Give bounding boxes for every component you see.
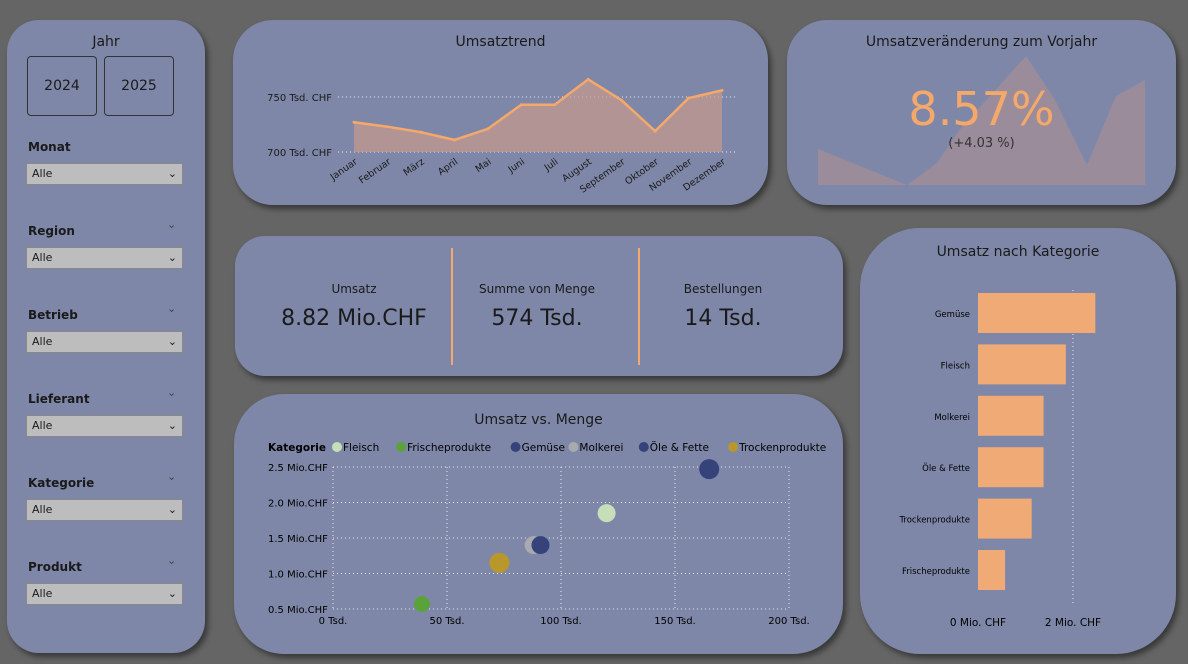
slicer-dropdown[interactable]: Alle ⌄	[26, 163, 183, 185]
kpi-label: Summe von Menge	[478, 282, 595, 296]
chevron-down-icon: ⌄	[167, 587, 177, 600]
kpi-value: 14 Tsd.	[684, 306, 762, 331]
kpi-menge: Summe von Menge 574 Tsd.	[437, 282, 637, 331]
slicer-dropdown[interactable]: Alle ⌄	[26, 499, 183, 521]
slicer-value: Alle	[32, 419, 53, 432]
change-delta: (+4.03 %)	[948, 136, 1015, 151]
divider	[451, 248, 453, 365]
kpi-label: Umsatz	[331, 282, 377, 296]
slicer-label: Region	[28, 224, 75, 238]
slicer-label: Monat	[28, 140, 71, 154]
divider	[638, 248, 640, 365]
kpi-umsatz: Umsatz 8.82 Mio.CHF	[254, 282, 454, 331]
kpi-label: Bestellungen	[683, 282, 763, 296]
chevron-down-icon: ⌄	[167, 251, 177, 264]
slicer-value: Alle	[32, 335, 53, 348]
slicer-dropdown[interactable]: Alle ⌄	[26, 247, 183, 269]
bar-title: Umsatz nach Kategorie	[936, 244, 1100, 260]
slicer-label: Produkt	[28, 560, 82, 574]
scatter-card: Umsatz vs. Menge	[234, 394, 843, 654]
slicer-label: Betrieb	[28, 308, 78, 322]
slicer-label: Kategorie	[28, 476, 95, 490]
change-title: Umsatzveränderung zum Vorjahr	[865, 34, 1098, 50]
kpi-value: 574 Tsd.	[491, 306, 583, 331]
slicer-dropdown[interactable]: Alle ⌄	[26, 415, 183, 437]
kpi-bestellungen: Bestellungen 14 Tsd.	[623, 282, 823, 331]
slicer-label: Lieferant	[28, 392, 90, 406]
year-2024-button[interactable]: 2024	[27, 56, 97, 116]
chevron-down-icon: ⌄	[167, 419, 177, 432]
sparkline-background	[818, 56, 1145, 185]
slicer-value: Alle	[32, 167, 53, 180]
chevron-down-icon: ⌄	[167, 167, 177, 180]
chevron-down-icon: ⌄	[167, 335, 177, 348]
slicer-value: Alle	[32, 503, 53, 516]
slicer-value: Alle	[32, 251, 53, 264]
bar-card: Umsatz nach Kategorie	[860, 228, 1176, 654]
chevron-down-icon[interactable]: ⌄	[167, 302, 177, 315]
slicer-dropdown[interactable]: Alle ⌄	[26, 583, 183, 605]
kpi-value: 8.82 Mio.CHF	[281, 306, 427, 331]
chevron-down-icon[interactable]: ⌄	[167, 218, 177, 231]
scatter-title: Umsatz vs. Menge	[474, 412, 603, 428]
slicer-value: Alle	[32, 587, 53, 600]
chevron-down-icon[interactable]: ⌄	[167, 554, 177, 567]
year-title: Jahr	[92, 34, 120, 50]
chevron-down-icon: ⌄	[167, 503, 177, 516]
change-card: Umsatzveränderung zum Vorjahr 8.57% (+4.…	[787, 20, 1176, 205]
chevron-down-icon[interactable]: ⌄	[167, 470, 177, 483]
slicer-dropdown[interactable]: Alle ⌄	[26, 331, 183, 353]
trend-card: Umsatztrend	[233, 20, 768, 205]
filter-panel: Jahr 2024 2025 Monat Alle ⌄ Region ⌄ Alle ⌄ Bet…	[7, 20, 205, 653]
year-2025-button[interactable]: 2025	[104, 56, 174, 116]
change-value: 8.57%	[908, 82, 1055, 136]
chevron-down-icon[interactable]: ⌄	[167, 386, 177, 399]
kpi-card: Umsatz 8.82 Mio.CHF Summe von Menge 574 Ts…	[235, 236, 843, 376]
trend-title: Umsatztrend	[455, 34, 546, 50]
